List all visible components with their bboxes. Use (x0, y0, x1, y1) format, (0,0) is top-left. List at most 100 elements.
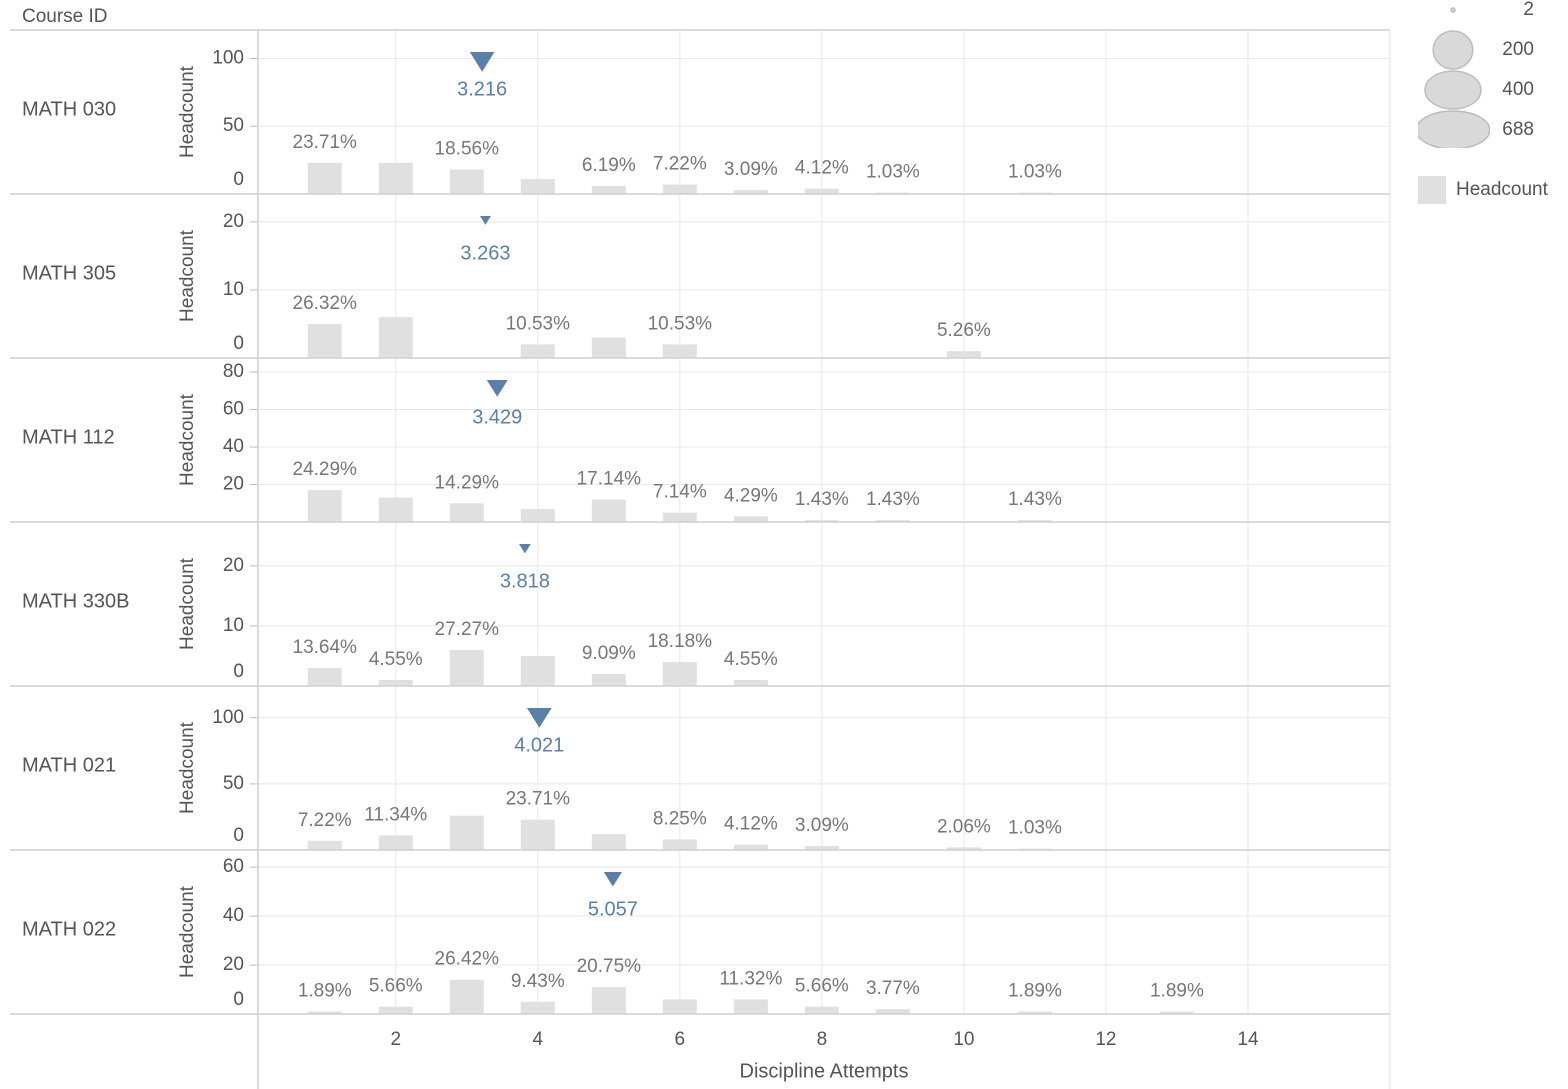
color-swatch (1418, 176, 1446, 204)
data-label: 23.71% (506, 789, 571, 810)
data-label: 1.03% (1008, 818, 1062, 839)
bar (662, 999, 697, 1014)
data-label: 11.32% (719, 968, 782, 989)
bar (804, 188, 839, 194)
course-label: MATH 330B (22, 590, 129, 612)
bar (733, 844, 768, 850)
mean-marker (480, 216, 491, 225)
size-legend-label: 2 (1523, 0, 1534, 20)
mean-label: 3.429 (472, 406, 522, 428)
y-tick-label: 0 (233, 825, 244, 846)
y-axis-title: Headcount (177, 229, 198, 322)
y-axis-title: Headcount (177, 557, 198, 650)
data-label: 26.42% (435, 949, 500, 970)
data-label: 27.27% (435, 619, 500, 640)
x-tick-label: 8 (817, 1029, 828, 1050)
data-label: 4.55% (724, 649, 778, 670)
data-label: 1.43% (866, 489, 920, 510)
data-label: 3.09% (724, 159, 778, 180)
bar (875, 1009, 910, 1014)
data-label: 18.18% (648, 631, 713, 652)
bar (591, 834, 626, 850)
y-tick-label: 40 (223, 436, 244, 457)
bar (520, 819, 555, 850)
y-axis-title: Headcount (177, 393, 198, 486)
y-tick-label: 20 (223, 954, 244, 975)
data-label: 10.53% (648, 313, 713, 334)
bar (378, 1006, 413, 1014)
data-label: 17.14% (577, 469, 642, 490)
bar (733, 679, 768, 686)
mean-marker (486, 380, 508, 397)
bar (1017, 520, 1052, 522)
size-swatch (1418, 110, 1490, 148)
y-tick-label: 100 (212, 707, 244, 728)
bar (378, 497, 413, 522)
data-label: 9.09% (582, 643, 636, 664)
size-legend (1418, 7, 1490, 148)
bar (520, 1001, 555, 1014)
bar (449, 169, 484, 194)
bar (804, 846, 839, 850)
mean-marker (519, 544, 531, 554)
y-axis-title: Headcount (177, 885, 198, 978)
bar (591, 673, 626, 686)
y-axis-title: Headcount (177, 65, 198, 158)
bar (307, 667, 342, 686)
size-swatch (1450, 7, 1456, 13)
bar (662, 512, 697, 522)
data-label: 18.56% (435, 139, 500, 160)
x-tick-label: 12 (1095, 1029, 1116, 1050)
course-label: MATH 021 (22, 754, 116, 776)
bar (662, 661, 697, 686)
bar (520, 179, 555, 194)
data-label: 5.66% (369, 976, 423, 997)
color-legend-label: Headcount (1456, 179, 1549, 200)
data-label: 9.43% (511, 971, 565, 992)
data-label: 1.43% (1008, 489, 1062, 510)
mean-marker (603, 872, 622, 887)
y-tick-label: 60 (223, 399, 244, 420)
bar (662, 184, 697, 194)
data-label: 8.25% (653, 808, 707, 829)
bar (378, 679, 413, 686)
y-tick-label: 0 (233, 661, 244, 682)
y-tick-label: 0 (233, 333, 244, 354)
size-legend-label: 400 (1502, 79, 1534, 100)
bar (449, 503, 484, 522)
bar (591, 499, 626, 522)
x-tick-label: 4 (533, 1029, 544, 1050)
mean-label: 3.216 (457, 78, 507, 100)
size-legend-label: 688 (1502, 119, 1534, 140)
x-tick-label: 14 (1237, 1029, 1259, 1050)
data-label: 3.77% (866, 978, 920, 999)
bar (1017, 1011, 1052, 1014)
mean-label: 3.818 (500, 570, 550, 592)
size-legend-label: 200 (1502, 39, 1534, 60)
bar (307, 1011, 342, 1014)
data-label: 26.32% (293, 293, 358, 314)
data-label: 11.34% (364, 804, 427, 825)
y-tick-label: 20 (223, 555, 244, 576)
y-tick-label: 100 (212, 47, 244, 68)
mean-marker (469, 52, 495, 72)
y-tick-label: 50 (223, 115, 244, 136)
row-header: Course ID (22, 6, 108, 27)
x-tick-label: 2 (390, 1029, 401, 1050)
mean-marker (526, 708, 552, 728)
data-label: 4.55% (369, 649, 423, 670)
data-label: 4.29% (724, 485, 778, 506)
course-label: MATH 112 (22, 426, 115, 448)
size-swatch (1432, 30, 1474, 70)
data-label: 4.12% (795, 158, 849, 179)
data-label: 7.22% (298, 810, 352, 831)
legend: 2 200 400 688 Headcount (1418, 0, 1549, 204)
mean-label: 3.263 (460, 242, 510, 264)
bar (307, 323, 342, 358)
bar (946, 351, 981, 358)
data-label: 1.89% (298, 981, 352, 1002)
course-label: MATH 022 (22, 918, 116, 940)
y-tick-label: 60 (223, 856, 244, 877)
data-label: 24.29% (293, 459, 358, 480)
